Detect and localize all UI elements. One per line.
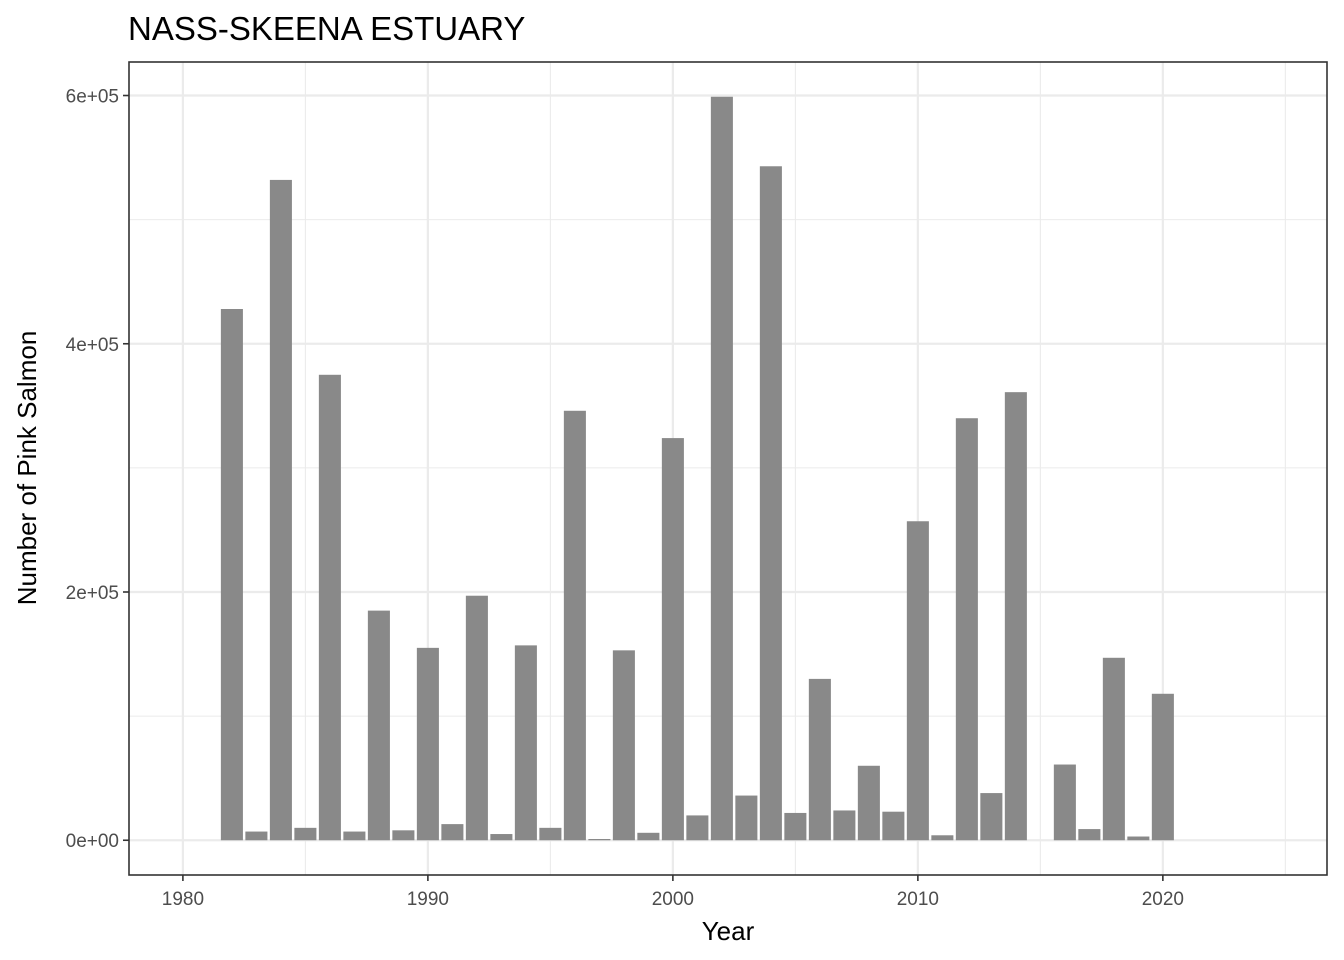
bar-2007 [833, 810, 856, 841]
bar-1983 [245, 831, 268, 841]
x-axis-title: Year [702, 916, 755, 946]
y-axis: 0e+00 2e+05 4e+05 6e+05 [66, 87, 129, 852]
bar-1991 [441, 824, 464, 841]
bar-1985 [294, 827, 317, 841]
bar-2001 [686, 815, 709, 841]
x-tick-label: 2020 [1142, 889, 1184, 910]
x-tick-label: 2010 [897, 889, 939, 910]
bar-1989 [392, 830, 415, 841]
bar-2010 [906, 521, 929, 841]
y-tick-label: 2e+05 [66, 583, 119, 604]
bar-1999 [637, 832, 660, 841]
y-tick-label: 0e+00 [66, 831, 119, 852]
bar-1988 [367, 610, 390, 841]
bar-1990 [416, 647, 439, 841]
bar-2004 [759, 166, 782, 841]
y-tick-label: 4e+05 [66, 335, 119, 356]
bar-1986 [318, 374, 341, 841]
bar-2020 [1151, 693, 1174, 841]
bar-1998 [612, 650, 635, 841]
bar-1997 [588, 839, 611, 841]
bar-1992 [465, 595, 488, 841]
bar-2003 [735, 795, 758, 841]
y-axis-title: Number of Pink Salmon [12, 331, 42, 606]
bar-1987 [343, 831, 366, 841]
bar-2012 [955, 418, 978, 841]
x-axis: 1980 1990 2000 2010 2020 [162, 875, 1184, 910]
x-tick-label: 2000 [652, 889, 694, 910]
bar-1982 [220, 309, 243, 841]
chart-title: NASS-SKEENA ESTUARY [128, 10, 525, 47]
bar-1993 [490, 834, 513, 841]
bar-2006 [808, 678, 831, 841]
bar-2013 [980, 793, 1003, 841]
x-tick-label: 1990 [407, 889, 449, 910]
bar-1995 [539, 827, 562, 841]
bar-2016 [1053, 764, 1076, 841]
bar-2000 [661, 438, 684, 841]
panel-border [128, 61, 1328, 876]
bar-1994 [514, 645, 537, 841]
bar-2019 [1127, 836, 1150, 841]
bars [220, 96, 1174, 841]
bar-1984 [269, 179, 292, 841]
bar-2002 [710, 96, 733, 841]
x-tick-label: 1980 [162, 889, 204, 910]
bar-2017 [1078, 829, 1101, 841]
bar-2011 [931, 835, 954, 841]
bar-1996 [563, 410, 586, 841]
bar-2018 [1102, 657, 1125, 841]
y-tick-label: 6e+05 [66, 87, 119, 108]
bar-2008 [857, 765, 880, 841]
bar-2009 [882, 811, 905, 841]
bar-2005 [784, 812, 807, 841]
bar-2014 [1004, 392, 1027, 841]
